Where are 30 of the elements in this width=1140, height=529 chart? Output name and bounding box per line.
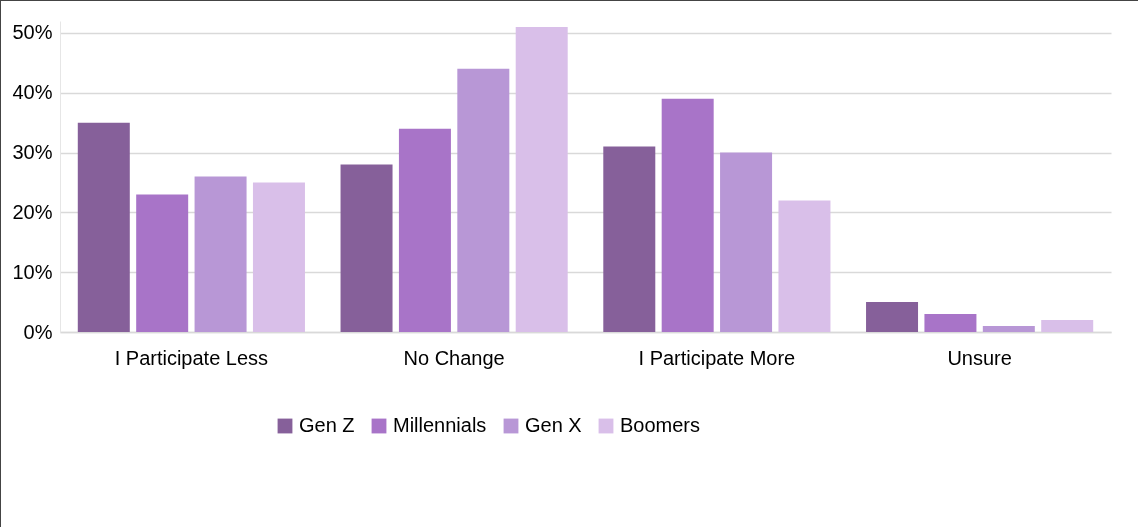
- legend-label: Boomers: [620, 414, 701, 436]
- bar: [194, 176, 247, 332]
- y-tick-label: 10%: [12, 260, 53, 283]
- x-tick-label: I Participate Less: [114, 346, 269, 369]
- bar: [398, 128, 451, 332]
- x-tick-label: No Change: [403, 346, 505, 369]
- y-tick-label: 50%: [12, 21, 53, 44]
- bar: [1041, 320, 1094, 332]
- y-tick-label: 30%: [12, 141, 53, 164]
- bar: [603, 146, 656, 332]
- bar: [982, 326, 1035, 332]
- x-tick-label: Unsure: [947, 346, 1012, 369]
- bar: [720, 152, 773, 332]
- y-tick-label: 20%: [12, 200, 53, 223]
- bar: [136, 194, 189, 332]
- legend-label: Millennials: [393, 414, 487, 436]
- bar: [866, 302, 919, 332]
- bar: [340, 164, 393, 332]
- bar: [924, 314, 977, 332]
- x-tick-label: I Participate More: [638, 346, 796, 369]
- bar: [515, 26, 568, 332]
- legend-label: Gen X: [525, 414, 582, 436]
- bar: [661, 98, 714, 332]
- legend-label: Gen Z: [299, 414, 355, 436]
- y-tick-label: 0%: [23, 320, 53, 343]
- bar: [77, 122, 130, 332]
- bar: [457, 68, 510, 332]
- bar: [778, 200, 831, 332]
- y-tick-label: 40%: [12, 81, 53, 104]
- bar: [252, 182, 305, 332]
